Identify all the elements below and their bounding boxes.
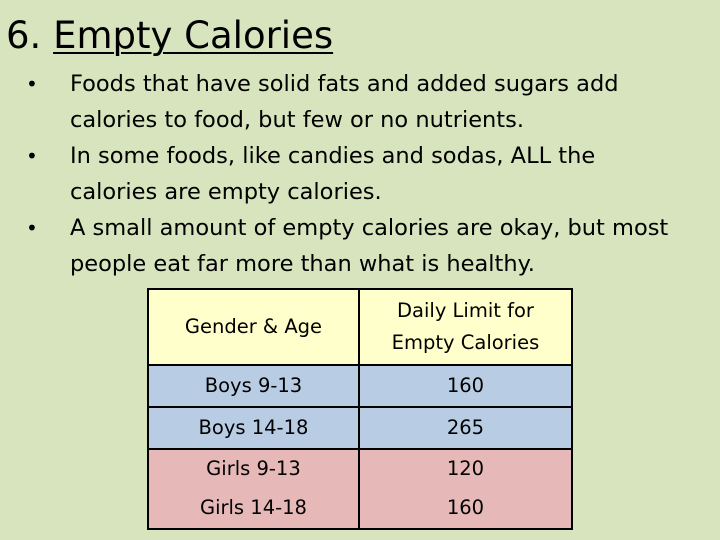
header-daily-limit: Daily Limit for Empty Calories xyxy=(357,288,574,366)
bullet-list: • Foods that have solid fats and added s… xyxy=(26,66,718,282)
header-gender-age: Gender & Age xyxy=(147,288,360,366)
bullet-line: Foods that have solid fats and added sug… xyxy=(70,71,619,97)
bullet-line: calories are empty calories. xyxy=(70,179,382,205)
cell-limit: 160 xyxy=(357,488,574,530)
bullet-item: • In some foods, like candies and sodas,… xyxy=(26,138,718,210)
cell-group: Boys 14-18 xyxy=(147,407,360,450)
slide-title-text: Empty Calories xyxy=(53,14,334,57)
cell-group: Girls 9-13 xyxy=(147,449,360,488)
slide-number: 6. xyxy=(6,14,42,57)
cell-group: Boys 9-13 xyxy=(147,364,360,408)
bullet-line: calories to food, but few or no nutrient… xyxy=(70,107,524,133)
table-header-row: Gender & Age Daily Limit for Empty Calor… xyxy=(147,288,574,366)
header-daily-limit-line2: Empty Calories xyxy=(391,331,540,354)
bullet-item: • A small amount of empty calories are o… xyxy=(26,210,718,282)
cell-limit: 265 xyxy=(357,407,574,450)
bullet-dot-icon: • xyxy=(26,216,38,240)
table-row: Boys 14-18 265 xyxy=(147,407,574,450)
empty-calories-table: Gender & Age Daily Limit for Empty Calor… xyxy=(147,288,574,530)
slide-title: 6. Empty Calories xyxy=(6,8,333,64)
bullet-line: A small amount of empty calories are oka… xyxy=(70,215,669,241)
bullet-line: people eat far more than what is healthy… xyxy=(70,251,535,277)
bullet-dot-icon: • xyxy=(26,72,38,96)
cell-limit: 120 xyxy=(357,449,574,488)
table-row: Boys 9-13 160 xyxy=(147,364,574,408)
bullet-line: In some foods, like candies and sodas, A… xyxy=(70,143,596,169)
bullet-dot-icon: • xyxy=(26,144,38,168)
table-row: Girls 9-13 120 xyxy=(147,449,574,488)
table-row: Girls 14-18 160 xyxy=(147,488,574,530)
bullet-item: • Foods that have solid fats and added s… xyxy=(26,66,718,138)
cell-limit: 160 xyxy=(357,364,574,408)
header-daily-limit-line1: Daily Limit for xyxy=(397,299,534,322)
cell-group: Girls 14-18 xyxy=(147,488,360,530)
